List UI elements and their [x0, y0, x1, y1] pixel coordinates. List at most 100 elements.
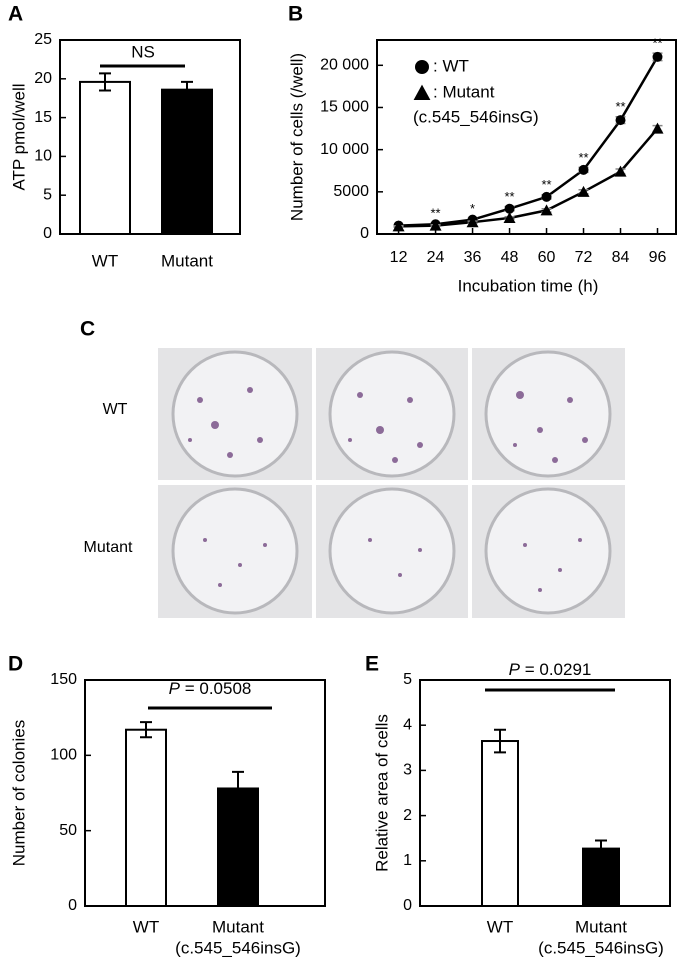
y-tick-label: 10 000 [320, 141, 369, 158]
marker [614, 165, 627, 177]
x-tick-label: Mutant [161, 251, 213, 270]
panel-label: C [80, 318, 95, 341]
y-tick-label: 10 [34, 148, 52, 165]
significance: ** [431, 206, 441, 221]
y-tick-label: 5 [43, 186, 52, 203]
marker [504, 203, 515, 214]
y-tick-label: 25 [34, 31, 52, 48]
marker [651, 122, 664, 134]
plot-frame [59, 39, 241, 235]
plot-frame [84, 679, 326, 907]
x-tick-label: Mutant [575, 917, 627, 936]
x-tick-sublabel: (c.545_546insG) [175, 938, 301, 957]
legend-marker [415, 60, 429, 74]
y-tick-label: 4 [403, 716, 412, 733]
x-tick-label: 84 [612, 249, 630, 266]
photo-panel: C WT Mutant [80, 318, 625, 618]
significance: ** [615, 99, 625, 114]
plot-frame [376, 39, 677, 235]
marker [578, 164, 589, 175]
x-tick-label: 72 [575, 249, 593, 266]
bar [217, 787, 259, 907]
legend-note: (c.545_546insG) [413, 107, 539, 126]
y-tick-label: 100 [50, 747, 77, 764]
y-tick-label: 5 [403, 671, 412, 688]
y-tick-label: 0 [68, 897, 77, 914]
y-tick-label: 0 [403, 897, 412, 914]
panel-label: D [8, 653, 23, 676]
y-tick-label: 0 [43, 225, 52, 242]
significance: ** [504, 189, 514, 204]
marker [392, 220, 405, 232]
marker [577, 185, 590, 197]
y-axis-title: Number of colonies [9, 720, 28, 866]
series-line [398, 56, 659, 227]
marker [615, 115, 626, 126]
legend-label: : Mutant [433, 82, 495, 101]
annotation: P = 0.0508 [169, 679, 252, 698]
p-value: = 0.0508 [180, 679, 251, 698]
y-tick-label: 50 [59, 822, 77, 839]
well [328, 487, 456, 615]
marker [429, 219, 442, 231]
x-tick-label: Mutant [212, 917, 264, 936]
significance: ** [652, 36, 662, 51]
error-bar [232, 770, 244, 807]
plot-frame [419, 679, 671, 907]
marker [466, 216, 479, 228]
y-tick-label: 1 [403, 852, 412, 869]
bar [125, 728, 167, 907]
well [484, 350, 612, 478]
y-tick-label: 2 [403, 807, 412, 824]
marker [652, 51, 663, 62]
error-bar [494, 728, 506, 754]
marker [503, 211, 516, 223]
marker [540, 204, 553, 216]
y-tick-label: 5000 [333, 183, 369, 200]
annotation: P = 0.0291 [509, 660, 592, 679]
panel-label: B [288, 3, 303, 26]
p-symbol: P [509, 660, 521, 679]
marker [541, 191, 552, 202]
bar [582, 847, 620, 908]
y-axis-title: ATP pmol/well [9, 83, 28, 190]
y-axis-title: Number of cells (/well) [287, 53, 306, 221]
error-bar [99, 72, 111, 92]
y-tick-label: 3 [403, 762, 412, 779]
well [484, 487, 612, 615]
wells [171, 350, 612, 615]
x-tick-sublabel: (c.545_546insG) [538, 938, 664, 957]
bar [481, 740, 519, 908]
row-label: Mutant [84, 539, 133, 556]
panel-label: A [8, 3, 23, 26]
error-bar [595, 839, 607, 858]
x-tick-label: 12 [390, 249, 408, 266]
x-tick-label: WT [133, 917, 159, 936]
panel-label: E [365, 653, 379, 676]
bar [79, 80, 131, 235]
y-tick-label: 15 [34, 109, 52, 126]
p-value: = 0.0291 [520, 660, 591, 679]
legend-label: : WT [433, 56, 469, 75]
well [171, 350, 299, 478]
y-tick-label: 20 000 [320, 57, 369, 74]
colonies [188, 387, 588, 592]
well [328, 350, 456, 478]
well [171, 487, 299, 615]
y-tick-label: 150 [50, 671, 77, 688]
p-symbol: P [169, 679, 181, 698]
annotation: NS [131, 42, 155, 61]
x-tick-label: WT [487, 917, 513, 936]
significance: ** [541, 177, 551, 192]
y-tick-label: 20 [34, 70, 52, 87]
row-label: WT [103, 401, 128, 418]
x-tick-label: 48 [501, 249, 519, 266]
significance: ** [578, 150, 588, 165]
x-tick-label: 36 [464, 249, 482, 266]
x-tick-label: 96 [649, 249, 667, 266]
y-tick-label: 0 [360, 225, 369, 242]
x-tick-label: 60 [538, 249, 556, 266]
series-line [398, 127, 659, 228]
y-axis-title: Relative area of cells [372, 714, 391, 872]
